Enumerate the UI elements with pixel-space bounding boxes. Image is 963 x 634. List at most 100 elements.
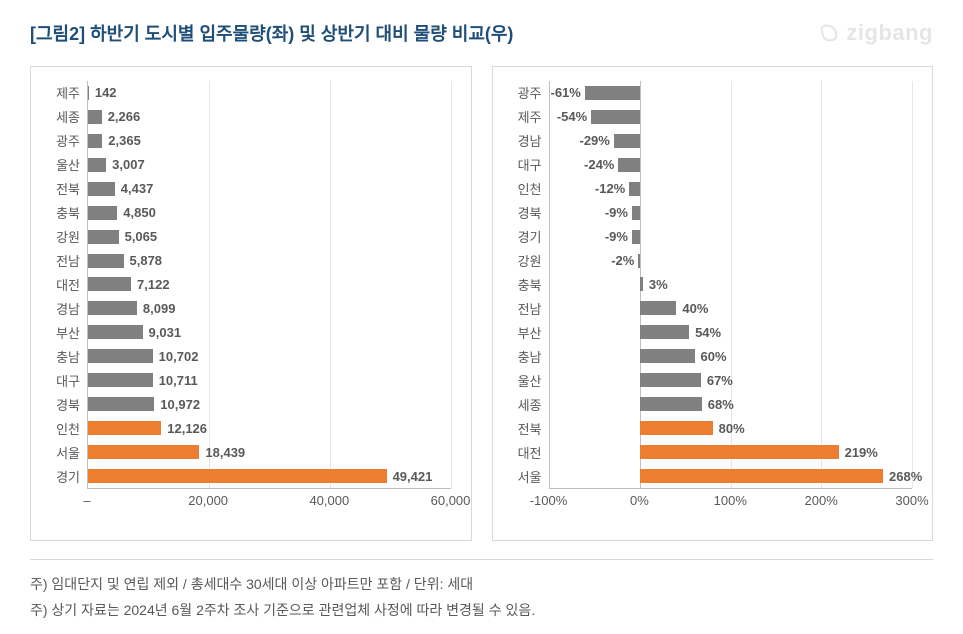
value-label: 40% [676,301,708,316]
value-label: 80% [713,421,745,436]
x-tick-label: -100% [530,493,568,508]
x-tick-label: 20,000 [188,493,228,508]
category-label: 전남 [56,251,88,270]
bar-row: 광주-61% [550,81,913,105]
value-label: 10,711 [153,373,198,388]
bar-row: 제주-54% [550,105,913,129]
bar-row: 경기-9% [550,225,913,249]
bar [88,158,106,172]
x-tick-label: – [83,493,90,508]
value-label: -9% [605,229,632,244]
bar-row: 인천-12% [550,177,913,201]
gridline [912,81,913,488]
chart-title: [그림2] 하반기 도시별 입주물량(좌) 및 상반기 대비 물량 비교(우) [30,20,513,46]
bar [88,397,154,411]
x-tick-label: 0% [630,493,649,508]
category-label: 경북 [56,395,88,414]
bar [88,469,387,483]
value-label: 49,421 [387,469,433,484]
footnote-2: 주) 상기 자료는 2024년 6월 2주차 조사 기준으로 관련업체 사정에 … [30,600,933,620]
bar [640,469,883,483]
x-tick-label: 300% [895,493,928,508]
category-label: 경기 [56,467,88,486]
value-label: 10,972 [154,397,200,412]
bar [640,373,701,387]
bar-row: 충북3% [550,273,913,297]
x-tick-label: 40,000 [309,493,349,508]
bar [88,277,131,291]
bar-row: 인천12,126 [88,416,451,440]
category-label: 인천 [56,419,88,438]
x-tick-label: 60,000 [431,493,471,508]
value-label: 2,365 [102,133,141,148]
value-label: 12,126 [161,421,207,436]
bar-row: 전남5,878 [88,249,451,273]
category-label: 충북 [518,275,550,294]
bar [88,301,137,315]
bar-row: 서울268% [550,464,913,488]
bar [640,445,838,459]
right-plot-area: 광주-61%제주-54%경남-29%대구-24%인천-12%경북-9%경기-9%… [549,81,913,489]
bar-row: 경남8,099 [88,296,451,320]
bar [640,325,689,339]
category-label: 전북 [518,419,550,438]
value-label: 2,266 [102,109,141,124]
bar [88,134,102,148]
left-chart-panel: 제주142세종2,266광주2,365울산3,007전북4,437충북4,850… [30,66,472,541]
bar [88,110,102,124]
brand-text: zigbang [846,20,933,46]
category-label: 충남 [56,347,88,366]
value-label: -29% [579,133,613,148]
category-label: 전남 [518,299,550,318]
bar-row: 전북80% [550,416,913,440]
bar [88,206,117,220]
right-chart-panel: 광주-61%제주-54%경남-29%대구-24%인천-12%경북-9%경기-9%… [492,66,934,541]
bar [88,254,124,268]
bar-row: 대구10,711 [88,368,451,392]
category-label: 부산 [518,323,550,342]
bar-row: 충북4,850 [88,201,451,225]
value-label: 7,122 [131,277,170,292]
value-label: 8,099 [137,301,176,316]
bar-row: 경남-29% [550,129,913,153]
bar-row: 대전7,122 [88,273,451,297]
bar [88,373,153,387]
bar-row: 세종68% [550,392,913,416]
bar [640,349,694,363]
bar [88,325,143,339]
value-label: 54% [689,325,721,340]
bar-row: 강원5,065 [88,225,451,249]
bar [88,349,153,363]
bar-row: 충남10,702 [88,344,451,368]
bar [629,182,640,196]
value-label: 142 [89,85,117,100]
bar-row: 경기49,421 [88,464,451,488]
bar [88,421,161,435]
category-label: 제주 [518,107,550,126]
bar [88,445,199,459]
category-label: 대구 [518,155,550,174]
value-label: 3% [643,277,668,292]
category-label: 대전 [518,443,550,462]
bar-row: 부산9,031 [88,320,451,344]
bar-row: 대구-24% [550,153,913,177]
value-label: 68% [702,397,734,412]
header: [그림2] 하반기 도시별 입주물량(좌) 및 상반기 대비 물량 비교(우) … [30,20,933,46]
value-label: 4,437 [115,181,154,196]
gridline [451,81,452,488]
charts-row: 제주142세종2,266광주2,365울산3,007전북4,437충북4,850… [30,66,933,541]
bar-row: 전북4,437 [88,177,451,201]
value-label: -54% [557,109,591,124]
bar-row: 울산67% [550,368,913,392]
zigbang-icon [818,22,840,44]
bar-row: 부산54% [550,320,913,344]
category-label: 울산 [518,371,550,390]
footnote-1: 주) 임대단지 및 연립 제외 / 총세대수 30세대 이상 아파트만 포함 /… [30,574,933,594]
bar-row: 광주2,365 [88,129,451,153]
bar [591,110,640,124]
left-plot-area: 제주142세종2,266광주2,365울산3,007전북4,437충북4,850… [87,81,451,489]
category-label: 대전 [56,275,88,294]
value-label: 3,007 [106,157,145,172]
footnotes: 주) 임대단지 및 연립 제외 / 총세대수 30세대 이상 아파트만 포함 /… [30,559,933,620]
category-label: 광주 [56,131,88,150]
